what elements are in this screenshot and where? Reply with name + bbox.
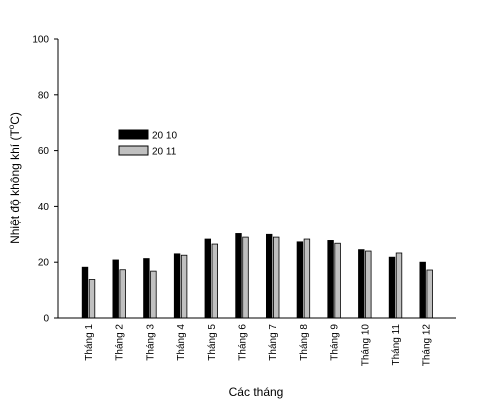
bar-2011-m6 — [242, 236, 249, 319]
x-tick-label-3: Tháng 3 — [145, 324, 156, 361]
x-tick-label-5: Tháng 5 — [207, 324, 218, 361]
y-axis-title-superscript: o — [7, 124, 16, 129]
bar-2010-m10 — [358, 249, 365, 319]
bar-2011-m11 — [395, 252, 403, 319]
y-axis-title-main: Nhiệt độ không khí (T — [8, 129, 22, 244]
y-tick-label-100: 100 — [32, 35, 49, 46]
x-ticks-layer: Tháng 1 Tháng 2 Tháng 3 Tháng 4 Tháng 5 Tháng… — [84, 324, 433, 367]
bar-2011-m3 — [150, 270, 157, 319]
bar-2010-m8 — [296, 241, 304, 319]
legend-label-2010: 20 10 — [152, 131, 177, 142]
y-axis-title-tail: C) — [8, 112, 22, 125]
x-tick-label-12: Tháng 12 — [422, 324, 433, 367]
bar-2010-m12 — [419, 261, 426, 319]
x-tick-label-11: Tháng 11 — [391, 324, 402, 366]
y-tick-label-40: 40 — [38, 202, 50, 213]
bar-2010-m1 — [81, 266, 89, 319]
bar-2010-m7 — [265, 233, 273, 319]
bar-2011-m10 — [365, 250, 372, 319]
bar-2010-m9 — [327, 240, 334, 319]
y-tick-label-0: 0 — [43, 314, 49, 325]
bar-2010-m5 — [204, 238, 211, 319]
bar-2011-m12 — [426, 269, 433, 319]
legend: 20 10 20 11 — [118, 129, 177, 158]
bar-2011-m9 — [334, 242, 341, 319]
bar-2010-m3 — [143, 258, 150, 319]
y-axis-title: Nhiệt độ không khí (ToC) — [7, 112, 22, 244]
bar-2010-m6 — [235, 233, 242, 319]
x-tick-label-6: Tháng 6 — [238, 324, 249, 361]
bar-2010-m2 — [112, 259, 119, 319]
x-tick-label-10: Tháng 10 — [360, 324, 371, 367]
bar-2011-m2 — [119, 269, 126, 319]
bar-2010-m4 — [173, 253, 181, 319]
legend-swatch-2010 — [118, 129, 149, 140]
x-tick-label-4: Tháng 4 — [176, 324, 187, 361]
bar-2011-m1 — [88, 279, 96, 319]
x-tick-label-2: Tháng 2 — [115, 324, 126, 361]
legend-swatch-2011 — [118, 145, 149, 156]
x-tick-label-7: Tháng 7 — [268, 324, 279, 361]
bar-2011-m5 — [211, 243, 218, 319]
legend-label-2011: 20 11 — [152, 147, 177, 158]
bar-2011-m7 — [272, 236, 280, 319]
y-tick-label-60: 60 — [38, 146, 50, 157]
x-axis-title: Các tháng — [229, 385, 284, 399]
x-tick-label-8: Tháng 8 — [299, 324, 310, 361]
axes-layer — [57, 39, 456, 319]
y-ticks-layer: 0 20 40 60 80 100 — [32, 35, 58, 325]
bars-layer — [81, 233, 433, 319]
x-tick-label-9: Tháng 9 — [330, 324, 341, 361]
bar-2011-m8 — [303, 238, 311, 319]
bar-2011-m4 — [180, 254, 188, 319]
y-tick-label-80: 80 — [38, 90, 50, 101]
x-tick-label-1: Tháng 1 — [84, 324, 95, 361]
bar-2010-m11 — [388, 256, 396, 319]
y-tick-label-20: 20 — [38, 258, 50, 269]
